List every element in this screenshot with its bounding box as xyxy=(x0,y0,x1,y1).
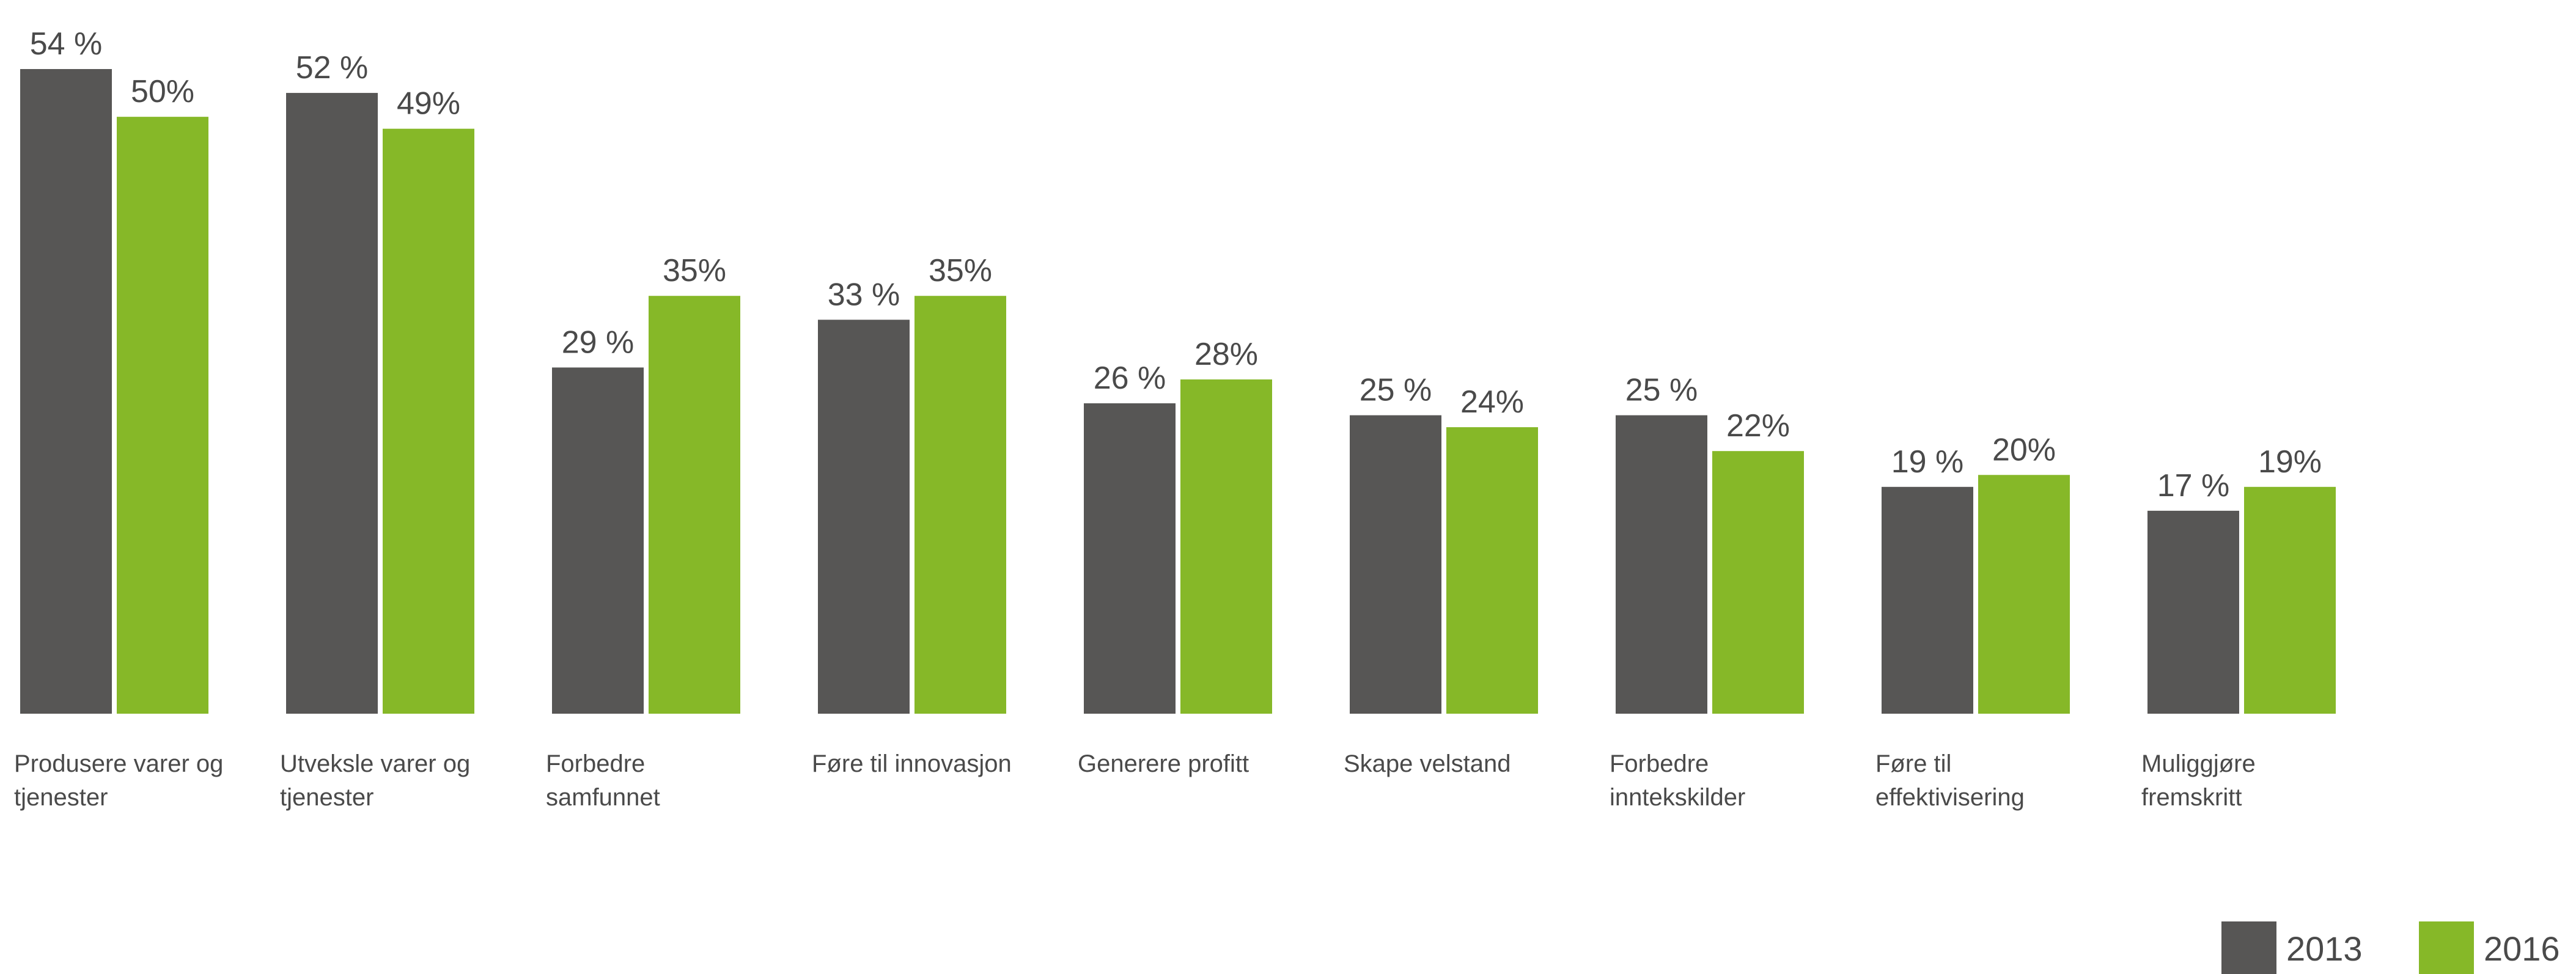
bar-2016-1 xyxy=(117,117,208,714)
bar-2013-2 xyxy=(286,93,378,714)
value-label-2016-6: 24% xyxy=(1460,384,1524,420)
value-label-2013-8: 19 % xyxy=(1891,444,1964,480)
category-label-2-line-2: tjenester xyxy=(280,784,374,811)
category-label-2-line-1: Utveksle varer og xyxy=(280,750,470,777)
bar-2016-7 xyxy=(1712,451,1804,714)
value-label-2016-3: 35% xyxy=(663,253,726,288)
bar-2013-7 xyxy=(1616,415,1707,714)
value-label-2016-5: 28% xyxy=(1194,337,1258,372)
bar-2016-9 xyxy=(2244,486,2336,714)
value-label-2016-9: 19% xyxy=(2258,444,2322,480)
bar-2013-8 xyxy=(1882,486,1973,714)
category-label-3-line-1: Forbedre xyxy=(546,750,645,777)
value-label-2016-2: 49% xyxy=(397,86,460,122)
category-label-1-line-2: tjenester xyxy=(14,784,108,811)
bar-2016-3 xyxy=(649,296,740,714)
category-label-6: Skape velstand xyxy=(1344,750,1511,777)
bar-2013-3 xyxy=(552,367,644,714)
legend-label-2013: 2013 xyxy=(2286,929,2363,968)
bar-2013-9 xyxy=(2147,510,2239,714)
value-label-2016-1: 50% xyxy=(131,74,194,109)
value-label-2013-4: 33 % xyxy=(828,277,900,312)
legend-swatch-2016 xyxy=(2419,921,2474,974)
value-label-2016-4: 35% xyxy=(929,253,992,288)
category-label-8-line-1: Føre til xyxy=(1875,750,1951,777)
bar-2013-1 xyxy=(20,69,112,714)
bar-2016-8 xyxy=(1978,475,2070,714)
category-label-9-line-2: fremskritt xyxy=(2141,784,2242,811)
value-label-2013-7: 25 % xyxy=(1625,373,1698,408)
category-label-7-line-2: inntekskilder xyxy=(1610,784,1745,811)
bar-2016-4 xyxy=(914,296,1006,714)
category-label-1-line-1: Produsere varer og xyxy=(14,750,223,777)
category-label-8-line-2: effektivisering xyxy=(1875,784,2025,811)
bar-2016-2 xyxy=(383,128,474,714)
legend-label-2016: 2016 xyxy=(2484,929,2560,968)
bar-2013-5 xyxy=(1084,403,1176,714)
bar-2016-6 xyxy=(1446,427,1538,714)
category-label-7-line-1: Forbedre xyxy=(1610,750,1709,777)
value-label-2016-7: 22% xyxy=(1726,408,1790,444)
value-label-2013-5: 26 % xyxy=(1094,361,1166,396)
bar-2013-4 xyxy=(818,320,910,714)
bar-2016-5 xyxy=(1180,379,1272,714)
value-label-2013-9: 17 % xyxy=(2157,468,2230,503)
category-label-9-line-1: Muliggjøre xyxy=(2141,750,2256,777)
category-label-3-line-2: samfunnet xyxy=(546,784,660,811)
value-label-2016-8: 20% xyxy=(1992,432,2056,467)
bar-2013-6 xyxy=(1350,415,1441,714)
value-label-2013-6: 25 % xyxy=(1360,373,1432,408)
legend-swatch-2013 xyxy=(2221,921,2276,974)
value-label-2013-3: 29 % xyxy=(562,324,635,360)
category-label-4: Føre til innovasjon xyxy=(812,750,1012,777)
value-label-2013-1: 54 % xyxy=(30,26,103,62)
value-label-2013-2: 52 % xyxy=(296,50,369,86)
category-label-5: Generere profitt xyxy=(1078,750,1249,777)
